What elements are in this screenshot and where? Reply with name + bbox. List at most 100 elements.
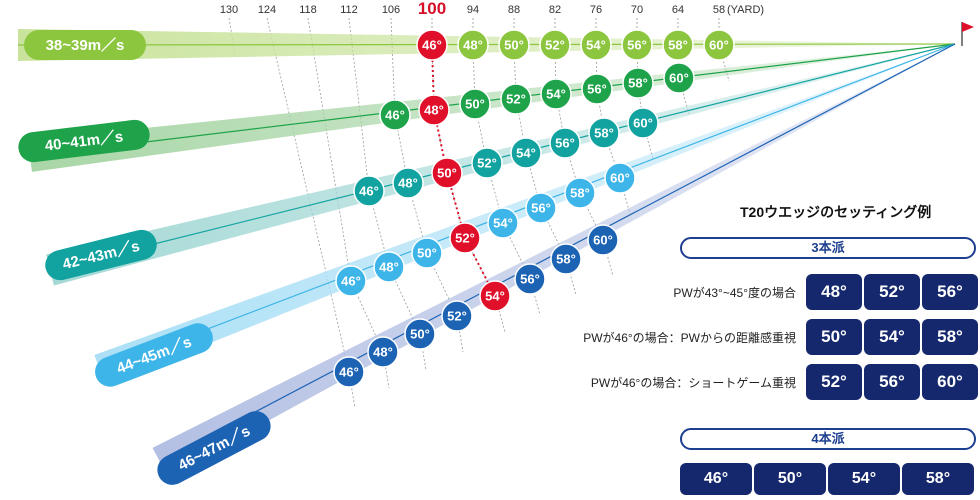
three-row-2-label: PWが46°の場合：PWからの距離感重視 <box>583 331 796 345</box>
yard-label: 88 <box>508 4 520 16</box>
yard-unit-label: (YARD) <box>727 4 764 16</box>
loft-marker-text: 60° <box>593 233 613 248</box>
loft-marker: 60° <box>604 162 636 194</box>
three-row-1-loft-3: 56° <box>922 274 978 310</box>
three-row-2-loft-3: 58° <box>922 319 978 355</box>
three-row-3-loft-3: 60° <box>922 364 978 400</box>
loft-marker-text: 46° <box>422 38 442 53</box>
loft-marker-text: 58° <box>628 76 648 91</box>
yardage-guide-line <box>307 17 390 389</box>
yard-label: 76 <box>590 4 602 16</box>
loft-marker-text: 48° <box>373 345 393 360</box>
yard-label: 106 <box>382 4 400 16</box>
loft-marker-text: 48° <box>424 103 444 118</box>
loft-marker-text: 52° <box>455 231 475 246</box>
loft-marker-text: 56° <box>587 82 607 97</box>
loft-marker-highlight: 48° <box>418 94 450 126</box>
loft-marker-text: 56° <box>627 38 647 53</box>
yard-label-highlight: 100 <box>418 0 446 18</box>
loft-marker: 58° <box>550 243 582 275</box>
yard-label: 64 <box>672 4 684 16</box>
loft-marker-text: 60° <box>633 116 653 131</box>
loft-marker-text: 56° <box>555 136 575 151</box>
yard-label: 70 <box>631 4 643 16</box>
four-loft-3: 54° <box>828 463 900 495</box>
loft-marker-text: 50° <box>410 327 430 342</box>
loft-marker-highlight: 50° <box>431 157 463 189</box>
loft-marker-text: 58° <box>594 126 614 141</box>
loft-marker: 50° <box>498 29 530 61</box>
loft-marker-text: 56° <box>531 201 551 216</box>
three-row-3-loft-2: 56° <box>864 364 920 400</box>
loft-marker-text: 54° <box>546 87 566 102</box>
loft-marker: 52° <box>441 300 473 332</box>
loft-marker-text: 58° <box>556 252 576 267</box>
loft-marker: 54° <box>510 137 542 169</box>
flag-icon <box>961 22 974 46</box>
loft-marker-text: 58° <box>668 38 688 53</box>
speed-label-text: 38~39m／s <box>46 36 125 54</box>
loft-marker: 50° <box>459 88 491 120</box>
loft-marker: 46° <box>353 175 385 207</box>
loft-marker-text: 60° <box>669 71 689 86</box>
loft-marker: 46° <box>335 265 367 297</box>
loft-marker: 58° <box>588 117 620 149</box>
loft-marker-text: 52° <box>545 38 565 53</box>
speed-label: 38~39m／s <box>24 30 146 60</box>
loft-marker: 52° <box>471 147 503 179</box>
yardage-guide-line <box>390 17 464 353</box>
speed-band <box>28 44 956 172</box>
loft-marker-text: 56° <box>520 272 540 287</box>
loft-marker: 60° <box>703 29 735 61</box>
loft-marker-text: 48° <box>398 176 418 191</box>
four-wedge-header: 4本派 <box>680 428 976 450</box>
three-row-1-loft-1: 48° <box>806 274 862 310</box>
loft-marker: 56° <box>549 127 581 159</box>
loft-marker: 52° <box>539 29 571 61</box>
loft-marker: 50° <box>404 318 436 350</box>
speed-label: 40~41m／s <box>18 119 150 163</box>
loft-marker-text: 54° <box>493 216 513 231</box>
loft-marker-text: 50° <box>437 166 457 181</box>
three-row-1-loft-2: 52° <box>864 274 920 310</box>
yard-label: 94 <box>467 4 479 16</box>
loft-marker-text: 52° <box>477 156 497 171</box>
loft-marker-highlight: 52° <box>449 222 481 254</box>
loft-marker-text: 50° <box>465 97 485 112</box>
loft-marker: 56° <box>581 73 613 105</box>
yard-label: 82 <box>549 4 561 16</box>
loft-marker-text: 46° <box>359 184 379 199</box>
speed-line <box>49 43 956 271</box>
three-row-1-label: PWが43°~45°度の場合 <box>673 286 796 300</box>
loft-marker: 48° <box>392 167 424 199</box>
loft-markers: 46° 48° 50° 52° 54° 56° 58° 60° 46° 48° 50° 52° 54° 5… <box>333 29 735 388</box>
loft-marker-text: 60° <box>610 171 630 186</box>
loft-marker: 56° <box>525 192 557 224</box>
three-wedge-header: 3本派 <box>680 237 976 259</box>
yard-label: 124 <box>258 4 276 16</box>
loft-marker: 58° <box>662 29 694 61</box>
loft-marker-text: 46° <box>385 108 405 123</box>
three-row-3-label: PWが46°の場合：ショートゲーム重視 <box>590 376 796 390</box>
speed-line <box>29 43 956 157</box>
four-loft-2: 50° <box>754 463 826 495</box>
loft-marker: 50° <box>411 237 443 269</box>
loft-marker: 56° <box>621 29 653 61</box>
loft-marker: 60° <box>587 224 619 256</box>
loft-marker: 52° <box>500 83 532 115</box>
four-loft-4: 58° <box>902 463 974 495</box>
loft-marker-highlight: 46° <box>416 29 448 61</box>
yard-label: 118 <box>299 4 317 16</box>
loft-marker: 54° <box>580 29 612 61</box>
loft-marker: 60° <box>627 107 659 139</box>
loft-marker-text: 50° <box>417 246 437 261</box>
yard-label: 112 <box>340 4 358 16</box>
yardage-guide-line <box>718 18 730 82</box>
yardage-guide-line <box>266 17 356 409</box>
loft-marker: 58° <box>564 177 596 209</box>
loft-marker-text: 54° <box>485 289 505 304</box>
loft-marker: 46° <box>333 356 365 388</box>
loft-marker-text: 54° <box>516 146 536 161</box>
